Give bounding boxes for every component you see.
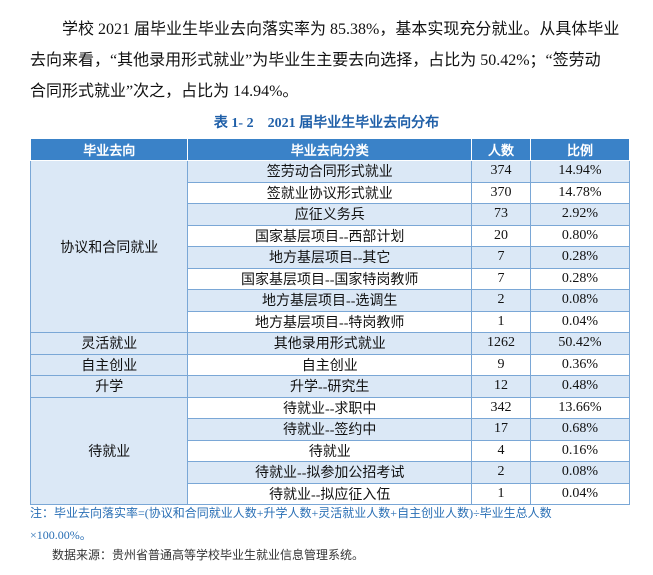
category-cell: 签就业协议形式就业 — [187, 181, 472, 204]
paragraph: 学校 2021 届毕业生毕业去向落实率为 85.38%，基本实现充分就业。从具体… — [30, 14, 640, 107]
count-cell: 1262 — [471, 332, 531, 355]
percent-cell: 0.36% — [530, 353, 630, 376]
count-cell: 7 — [471, 267, 531, 290]
percent-cell: 0.80% — [530, 224, 630, 247]
percent-cell: 0.68% — [530, 418, 630, 441]
category-cell: 待就业--签约中 — [187, 418, 472, 441]
percent-cell: 14.94% — [530, 160, 630, 183]
percent-cell: 0.08% — [530, 289, 630, 312]
paragraph-line: 学校 2021 届毕业生毕业去向落实率为 85.38%，基本实现充分就业。从具体… — [62, 21, 620, 38]
count-cell: 73 — [471, 203, 531, 226]
note-line: ×100.00%。 — [30, 528, 92, 542]
percent-cell: 0.04% — [530, 482, 630, 505]
count-cell: 4 — [471, 439, 531, 462]
group-cell: 待就业 — [29, 396, 189, 505]
percent-cell: 0.28% — [530, 246, 630, 269]
count-cell: 1 — [471, 310, 531, 333]
category-cell: 国家基层项目--西部计划 — [187, 224, 472, 247]
header-cell: 人数 — [471, 138, 531, 161]
category-cell: 国家基层项目--国家特岗教师 — [187, 267, 472, 290]
table-row: 待就业 4 0.16% — [31, 439, 630, 462]
count-cell: 7 — [471, 246, 531, 269]
category-cell: 应征义务兵 — [187, 203, 472, 226]
category-cell: 地方基层项目--选调生 — [187, 289, 472, 312]
paragraph-line: 去向来看，“其他录用形式就业”为毕业生主要去向选择，占比为 50.42%；“签劳… — [30, 52, 601, 69]
count-cell: 2 — [471, 461, 531, 484]
paragraph-line: 合同形式就业”次之，占比为 14.94%。 — [30, 83, 299, 100]
count-cell: 2 — [471, 289, 531, 312]
table-row: 地方基层项目--特岗教师 1 0.04% — [31, 310, 630, 333]
group-cell: 升学 — [29, 375, 189, 398]
table-row: 待就业--拟应征入伍 1 0.04% — [31, 482, 630, 505]
table-row: 升学 升学--研究生 12 0.48% — [29, 375, 630, 398]
table-row: 灵活就业 其他录用形式就业 1262 50.42% — [29, 332, 630, 355]
category-cell: 自主创业 — [187, 353, 472, 376]
percent-cell: 14.78% — [530, 181, 630, 204]
category-cell: 待就业--拟参加公招考试 — [187, 461, 472, 484]
category-cell: 待就业 — [187, 439, 472, 462]
percent-cell: 0.16% — [530, 439, 630, 462]
percent-cell: 2.92% — [530, 203, 630, 226]
percent-cell: 0.48% — [530, 375, 630, 398]
group-cell: 自主创业 — [29, 353, 189, 376]
count-cell: 20 — [471, 224, 531, 247]
category-cell: 地方基层项目--其它 — [187, 246, 472, 269]
table-row: 待就业--拟参加公招考试 2 0.08% — [31, 461, 630, 484]
count-cell: 9 — [471, 353, 531, 376]
category-cell: 签劳动合同形式就业 — [187, 160, 472, 183]
percent-cell: 50.42% — [530, 332, 630, 355]
category-cell: 待就业--求职中 — [187, 396, 472, 419]
table-row: 地方基层项目--选调生 2 0.08% — [31, 289, 630, 312]
category-cell: 其他录用形式就业 — [187, 332, 472, 355]
data-source: 数据来源：贵州省普通高等学校毕业生就业信息管理系统。 — [52, 548, 365, 562]
header-cell: 毕业去向 — [29, 138, 189, 161]
note-line: 注：毕业去向落实率=(协议和合同就业人数+升学人数+灵活就业人数+自主创业人数)… — [30, 506, 552, 520]
table-caption: 表 1- 2 2021 届毕业生毕业去向分布 — [213, 116, 440, 131]
count-cell: 342 — [471, 396, 531, 419]
table-row: 国家基层项目--西部计划 20 0.80% — [31, 224, 630, 247]
category-cell: 升学--研究生 — [187, 375, 472, 398]
group-cell: 协议和合同就业 — [29, 160, 189, 333]
header-cell: 毕业去向分类 — [187, 138, 472, 161]
table-row: 待就业--签约中 17 0.68% — [31, 418, 630, 441]
table: 毕业去向 毕业去向分类 人数 比例 协议和合同就业 签劳动合同形式就业 374 14.94% 签… — [29, 138, 630, 505]
category-cell: 地方基层项目--特岗教师 — [187, 310, 472, 333]
count-cell: 370 — [471, 181, 531, 204]
header-cell: 比例 — [530, 138, 630, 161]
notes: 注：毕业去向落实率=(协议和合同就业人数+升学人数+灵活就业人数+自主创业人数)… — [30, 502, 552, 546]
table-row: 协议和合同就业 签劳动合同形式就业 374 14.94% — [29, 160, 630, 333]
group-cell: 灵活就业 — [29, 332, 189, 355]
count-cell: 17 — [471, 418, 531, 441]
count-cell: 12 — [471, 375, 531, 398]
table-row: 待就业 待就业--求职中 342 13.66% — [29, 396, 630, 505]
percent-cell: 0.28% — [530, 267, 630, 290]
category-cell: 待就业--拟应征入伍 — [187, 482, 472, 505]
table-row: 自主创业 自主创业 9 0.36% — [29, 353, 630, 376]
percent-cell: 0.04% — [530, 310, 630, 333]
percent-cell: 13.66% — [530, 396, 630, 419]
percent-cell: 0.08% — [530, 461, 630, 484]
count-cell: 374 — [471, 160, 531, 183]
